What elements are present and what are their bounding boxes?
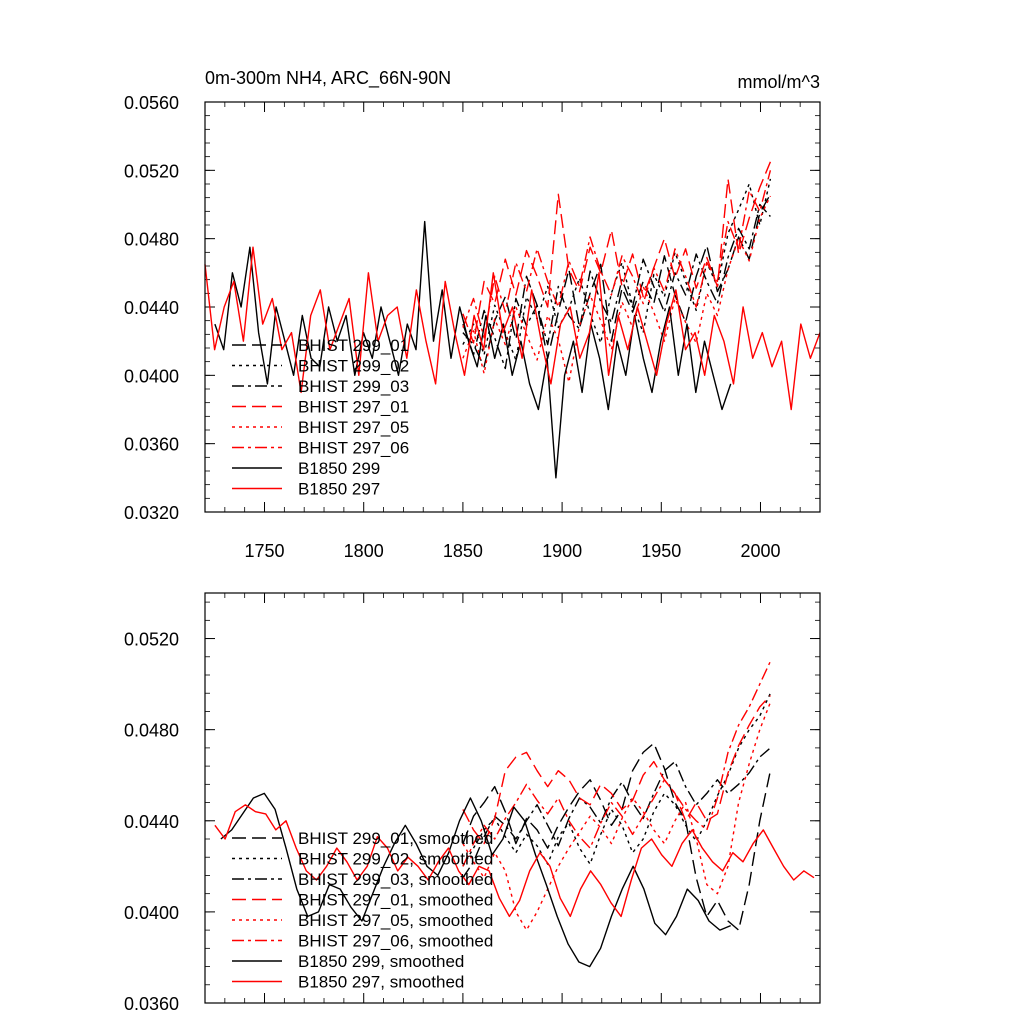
y-tick-label: 0.0520 [124,630,179,650]
x-tick-label: 1950 [641,541,681,561]
series-line-bhist-299-02-smoothed [462,692,772,867]
legend-label: BHIST 297_01, smoothed [298,891,493,910]
y-tick-label: 0.0440 [124,298,179,318]
x-tick-label: 1900 [542,541,582,561]
y-tick-label: 0.0440 [124,812,179,832]
legend-label: B1850 299 [298,459,380,478]
legend-label: BHIST 299_02, smoothed [298,850,493,869]
legend-label: B1850 299, smoothed [298,952,464,971]
x-tick-label: 1750 [244,541,284,561]
y-tick-label: 0.0400 [124,366,179,386]
series-line-bhist-297-01-smoothed [462,695,771,845]
series-line-bhist-299-03-smoothed [462,747,771,879]
x-tick-label: 1800 [344,541,384,561]
y-tick-label: 0.0480 [124,721,179,741]
series-line-b1850-297 [204,246,821,411]
legend-label: BHIST 297_05, smoothed [298,911,493,930]
y-tick-label: 0.0480 [124,230,179,250]
legend-label: BHIST 299_03, smoothed [298,870,493,889]
top-chart-title: 0m-300m NH4, ARC_66N-90N [205,68,451,89]
bottom-plot-frame [204,592,821,1004]
y-tick-label: 0.0360 [124,435,179,455]
top-plot-frame [204,101,821,513]
y-tick-label: 0.0400 [124,903,179,923]
series-line-bhist-297-01 [462,161,772,344]
legend-label: B1850 297, smoothed [298,973,464,992]
series-line-b1850-299 [214,220,732,479]
legend-label: BHIST 297_06, smoothed [298,932,493,951]
legend-label: BHIST 299_01, smoothed [298,829,493,848]
y-tick-label: 0.0360 [124,994,179,1014]
bottom-panel: 0.0360 0.0400 0.0440 0.0480 0.0520 BHIST 299… [124,592,821,1014]
series-line-bhist-299-03 [462,203,771,370]
top-panel: 0m-300m NH4, ARC_66N-90N mmol/m^3 0.0320… [124,68,821,561]
series-line-bhist-299-02 [462,178,772,361]
series-line-bhist-297-06 [462,170,772,339]
y-tick-label: 0.0520 [124,161,179,181]
legend-label: B1850 297 [298,480,380,499]
x-tick-label: 1850 [443,541,483,561]
series-line-b1850-297-smoothed [214,804,815,918]
legend-label: BHIST 297_05 [298,418,409,437]
series-line-bhist-297-05-smoothed [462,702,772,931]
series-line-b1850-299-smoothed [220,792,731,968]
legend-label: BHIST 299_01 [298,336,409,355]
legend-label: BHIST 297_01 [298,398,409,417]
legend-label: BHIST 299_02 [298,357,409,376]
legend-label: BHIST 299_03 [298,377,409,396]
legend-label: BHIST 297_06 [298,439,409,458]
y-tick-label: 0.0320 [124,503,179,523]
y-tick-label: 0.0560 [124,93,179,113]
series-line-bhist-299-01 [462,193,772,368]
x-tick-label: 2000 [740,541,780,561]
series-line-bhist-297-06-smoothed [462,661,772,867]
top-chart-units: mmol/m^3 [738,72,820,92]
